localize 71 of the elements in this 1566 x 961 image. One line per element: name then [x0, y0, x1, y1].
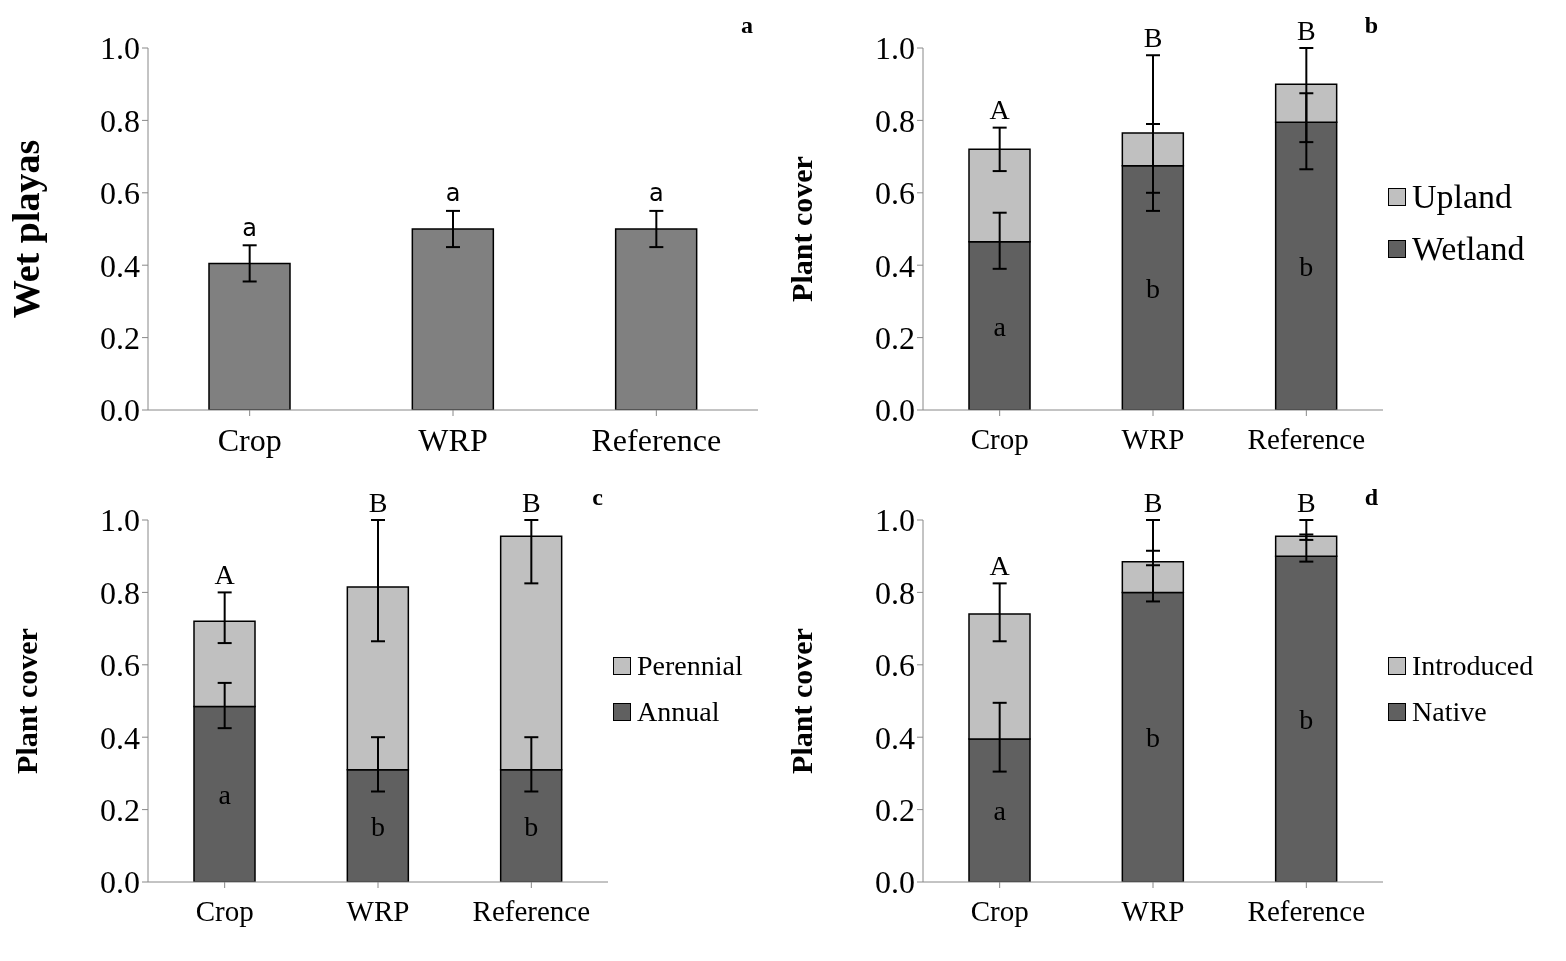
legend-label: Wetland — [1412, 230, 1525, 268]
x-tick-label: Crop — [970, 894, 1029, 927]
annotation: B — [1143, 22, 1163, 54]
annotation: a — [242, 213, 258, 242]
annotation: A — [989, 94, 1011, 126]
text: B — [1296, 486, 1316, 518]
annotation: a — [648, 179, 664, 208]
annotation: b — [371, 810, 385, 842]
y-tick-label: 0.4 — [100, 719, 140, 756]
annotation: a — [993, 795, 1007, 827]
x-tick-label: Reference — [1247, 422, 1366, 455]
text: B — [521, 486, 541, 518]
legend-label: Perennial — [637, 650, 743, 682]
x-tick-label: WRP — [1121, 894, 1185, 927]
y-tick-label: 0.0 — [100, 864, 140, 901]
y-tick-label: 0.6 — [100, 647, 140, 684]
y-tick-label: 1.0 — [100, 502, 140, 539]
x-tick-label: Crop — [217, 421, 282, 458]
annotation: b — [1146, 722, 1160, 754]
y-tick-label: 0.2 — [875, 791, 915, 828]
legend-label: Upland — [1412, 178, 1513, 216]
y-tick-label: 0.8 — [875, 102, 915, 139]
y-tick-label: 0.4 — [100, 247, 140, 284]
annotation: b — [1146, 272, 1160, 304]
y-tick-label: 0.8 — [100, 102, 140, 139]
text: B — [368, 486, 388, 518]
y-tick-label: 0.2 — [100, 791, 140, 828]
y-tick-label: 1.0 — [100, 30, 140, 67]
chart-title: c — [592, 484, 603, 511]
x-tick-label: Crop — [195, 894, 254, 927]
annotation: b — [1299, 251, 1314, 283]
y-axis-title: Plant cover — [784, 156, 818, 302]
annotation: A — [989, 550, 1011, 582]
annotation: b — [1299, 704, 1314, 736]
y-tick-label: 0.6 — [100, 175, 140, 212]
y-tick-label: 0.8 — [100, 574, 140, 611]
x-tick-label: Reference — [1247, 894, 1366, 927]
y-tick-label: 0.2 — [875, 319, 915, 356]
annotation: b — [524, 810, 539, 842]
x-tick-label: Reference — [472, 894, 591, 927]
y-tick-label: 0.6 — [875, 647, 915, 684]
y-axis-title: Plant cover — [784, 628, 818, 774]
y-axis-title: Plant cover — [9, 628, 43, 774]
x-tick-label: WRP — [1121, 422, 1185, 455]
x-tick-label: Crop — [970, 422, 1029, 455]
chart-title: d — [1364, 484, 1378, 511]
x-tick-label: Reference — [591, 421, 722, 458]
chart-title: a — [741, 12, 753, 39]
y-axis-title: Wet playas — [5, 139, 48, 319]
y-tick-label: 0.4 — [875, 247, 915, 284]
x-tick-label: WRP — [346, 894, 410, 927]
annotation: a — [993, 310, 1007, 342]
annotation: a — [445, 179, 461, 208]
text: B — [1143, 486, 1163, 518]
legend-label: Introduced — [1412, 650, 1534, 682]
legend-label: Native — [1412, 696, 1487, 728]
y-tick-label: 0.0 — [100, 392, 140, 429]
y-tick-label: 0.4 — [875, 719, 915, 756]
y-tick-label: 1.0 — [875, 30, 915, 67]
annotation: A — [214, 559, 236, 591]
y-tick-label: 0.0 — [875, 392, 915, 429]
text: B — [1296, 14, 1316, 46]
legend-label: Annual — [637, 696, 720, 728]
y-tick-label: 0.0 — [875, 864, 915, 901]
y-tick-label: 0.2 — [100, 319, 140, 356]
annotation: a — [218, 779, 232, 811]
chart-title: b — [1364, 12, 1378, 39]
x-tick-label: WRP — [418, 421, 488, 458]
y-tick-label: 0.6 — [875, 175, 915, 212]
y-tick-label: 0.8 — [875, 574, 915, 611]
y-tick-label: 1.0 — [875, 502, 915, 539]
